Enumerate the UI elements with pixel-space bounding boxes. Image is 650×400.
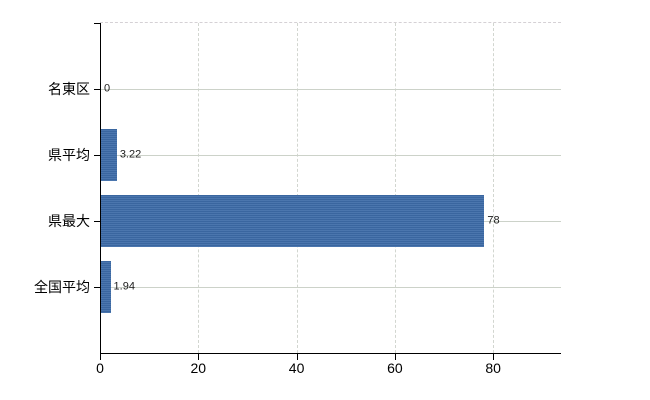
x-tick-label: 80 <box>485 360 501 376</box>
x-gridline <box>198 23 200 353</box>
x-gridline <box>493 23 495 353</box>
plot-top-border <box>100 22 561 23</box>
category-label: 全国平均 <box>34 279 90 295</box>
y-axis-top-tick <box>94 23 100 24</box>
bar-県最大 <box>101 195 484 247</box>
y-axis-tick <box>94 287 100 288</box>
x-tick-label: 60 <box>387 360 403 376</box>
x-tick-label: 20 <box>190 360 207 376</box>
category-label: 県最大 <box>48 213 90 229</box>
x-axis-tick <box>100 354 101 360</box>
x-axis-tick <box>198 354 200 360</box>
x-tick-label: 40 <box>288 360 305 376</box>
bar-全国平均 <box>101 261 111 313</box>
bar-value-label: 0 <box>104 82 111 95</box>
x-gridline <box>296 23 298 353</box>
category-gridline <box>101 287 561 288</box>
x-axis-tick <box>394 354 396 360</box>
x-gridline <box>394 23 396 353</box>
category-gridline <box>101 155 561 156</box>
x-axis-tick <box>296 354 298 360</box>
y-axis-tick <box>94 221 100 222</box>
y-axis-line <box>100 23 101 353</box>
x-axis-tick <box>493 354 495 360</box>
y-axis-tick <box>94 155 100 156</box>
bar-県平均 <box>101 129 117 181</box>
bar-value-label: 78 <box>487 214 500 227</box>
category-gridline <box>101 89 561 90</box>
bar-value-label: 3.22 <box>119 148 142 161</box>
category-label: 県平均 <box>48 147 90 163</box>
bar-value-label: 1.94 <box>113 280 135 293</box>
category-label: 名東区 <box>48 81 90 97</box>
x-tick-label: 0 <box>96 360 104 376</box>
x-axis-line <box>100 353 561 354</box>
y-axis-tick <box>94 89 100 90</box>
